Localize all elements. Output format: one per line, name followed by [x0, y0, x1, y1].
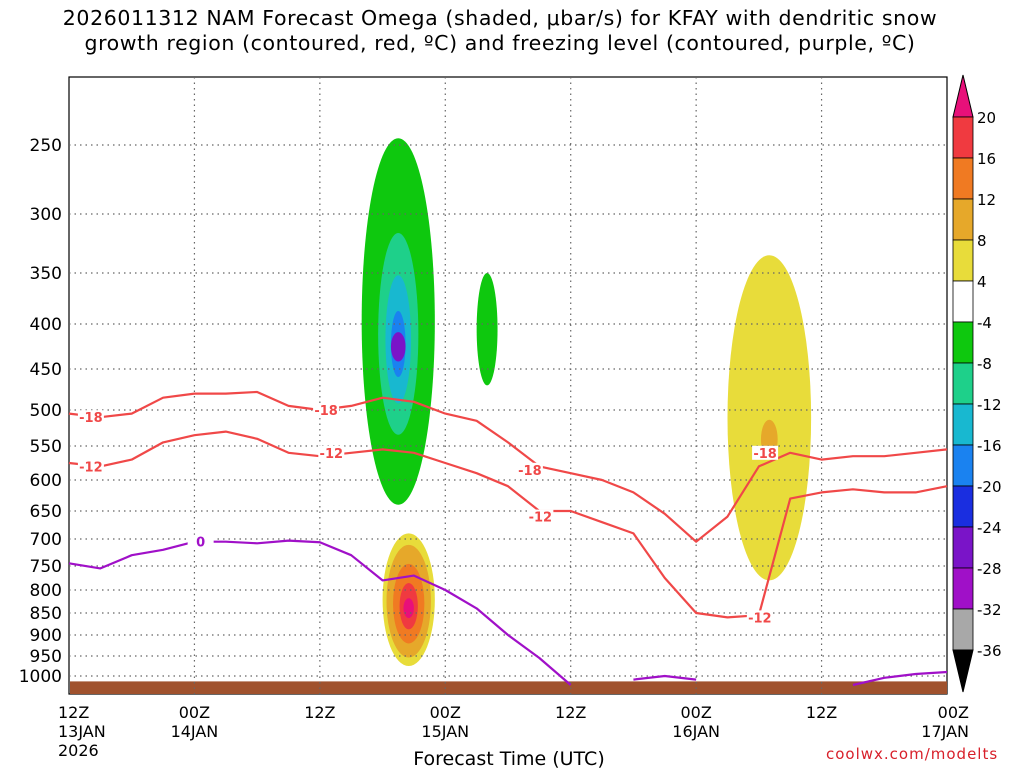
- colorbar-label-12: -32: [977, 601, 1002, 619]
- colorbar-label-13: -36: [977, 642, 1002, 660]
- contour-label-6: -12: [529, 511, 553, 526]
- colorbar-top-arrow: [952, 74, 974, 118]
- colorbar-bottom-arrow: [952, 649, 974, 693]
- contour-label-bg-2: [516, 462, 543, 477]
- colorbar-box-1: [952, 116, 974, 159]
- colorbar-label-7: -12: [977, 396, 1002, 414]
- credit-link[interactable]: coolwx.com/modelts: [826, 745, 999, 763]
- chart-title: 2026011312 NAM Forecast Omega (shaded, μ…: [0, 6, 1000, 56]
- x-tick-sublabel-84: 17JAN: [921, 722, 969, 741]
- title-line-1: 2026011312 NAM Forecast Omega (shaded, μ…: [62, 6, 938, 30]
- x-tick-label-48: 12Z: [555, 703, 586, 722]
- omega-region-upper-ascent-2-0: [476, 273, 498, 386]
- omega-region-low-level-descent-4: [403, 598, 414, 619]
- contour-label-3: -18: [753, 447, 777, 462]
- y-tick-label-550: 550: [30, 437, 62, 457]
- x-tick-label-24: 12Z: [304, 703, 335, 722]
- y-tick-label-1000: 1000: [19, 667, 62, 687]
- y-tick-label-600: 600: [30, 471, 62, 491]
- contour-label-7: -12: [748, 611, 772, 626]
- y-tick-label-650: 650: [30, 502, 62, 522]
- colorbar-box-12: [952, 567, 974, 610]
- terrain-surface: [70, 681, 947, 694]
- x-tick-sublabel-36: 15JAN: [421, 722, 469, 741]
- x-tick-sublabel-60: 16JAN: [672, 722, 720, 741]
- contour-label-bg-7: [746, 610, 773, 625]
- colorbar-box-8: [952, 403, 974, 446]
- contour-freezing-level-1: [633, 674, 697, 681]
- y-tick-label-700: 700: [30, 530, 62, 550]
- y-tick-label-800: 800: [30, 581, 62, 601]
- contour-label-bg-6: [527, 509, 554, 524]
- colorbar-box-13: [952, 608, 974, 651]
- x-axis-title: Forecast Time (UTC): [413, 748, 604, 768]
- x-tick-label-36: 00Z: [430, 703, 461, 722]
- contour-label-bg-3: [752, 445, 779, 460]
- colorbar-label-2: 12: [977, 191, 996, 209]
- colorbar-box-3: [952, 198, 974, 241]
- colorbar-box-5: [952, 280, 974, 323]
- contour-label-4: -12: [79, 460, 103, 475]
- contour-label-bg-0: [77, 410, 104, 425]
- x-tick-label-72: 12Z: [806, 703, 837, 722]
- contour-label-0: -18: [79, 411, 103, 426]
- contour-label-bg-8: [187, 534, 214, 549]
- colorbar-box-10: [952, 485, 974, 528]
- contour-label-bg-1: [313, 403, 340, 417]
- y-tick-label-750: 750: [30, 557, 62, 577]
- contour-label-5: -12: [320, 447, 344, 462]
- colorbar-label-3: 8: [977, 232, 987, 250]
- colorbar-label-9: -20: [977, 478, 1002, 496]
- contour-temp-12-0: [68, 430, 948, 619]
- contour-freezing-level-0: [68, 539, 572, 686]
- contour-label-bg-4: [77, 459, 104, 474]
- plot-area: [68, 76, 948, 695]
- colorbar-label-0: 20: [977, 109, 996, 127]
- title-line-2: growth region (contoured, red, ºC) and f…: [84, 31, 916, 55]
- x-tick-label-60: 00Z: [680, 703, 711, 722]
- colorbar-label-5: -4: [977, 314, 992, 332]
- colorbar-label-4: 4: [977, 273, 987, 291]
- colorbar-label-11: -28: [977, 560, 1002, 578]
- contour-label-2: -18: [518, 464, 542, 479]
- omega-region-descent-16jan-0: [727, 255, 812, 581]
- contour-temp-18-0: [68, 390, 948, 543]
- colorbar-box-7: [952, 362, 974, 405]
- colorbar-box-9: [952, 444, 974, 487]
- y-tick-label-900: 900: [30, 626, 62, 646]
- x-tick-label-12: 00Z: [179, 703, 210, 722]
- contour-label-8: 0: [196, 536, 205, 551]
- y-tick-label-500: 500: [30, 401, 62, 421]
- x-tick-label-0: 12Z: [58, 703, 89, 722]
- y-tick-label-950: 950: [30, 647, 62, 667]
- colorbar-label-6: -8: [977, 355, 992, 373]
- contour-label-1: -18: [314, 404, 338, 419]
- x-tick-sublabel-0: 13JAN: [58, 722, 106, 741]
- x-tick-sublabel-12: 14JAN: [171, 722, 219, 741]
- y-tick-label-250: 250: [30, 136, 62, 156]
- colorbar-box-6: [952, 321, 974, 364]
- x-tick-year-0: 2026: [58, 741, 99, 760]
- omega-region-upper-ascent-4: [390, 332, 406, 362]
- y-tick-label-350: 350: [30, 264, 62, 284]
- contour-label-bg-5: [318, 445, 345, 460]
- y-tick-label-850: 850: [30, 604, 62, 624]
- y-tick-label-400: 400: [30, 315, 62, 335]
- colorbar-label-8: -16: [977, 437, 1002, 455]
- contour-freezing-level-2: [852, 670, 948, 687]
- y-tick-label-450: 450: [30, 360, 62, 380]
- x-tick-label-84: 00Z: [938, 703, 969, 722]
- colorbar-label-1: 16: [977, 150, 996, 168]
- y-tick-label-300: 300: [30, 205, 62, 225]
- colorbar-box-2: [952, 157, 974, 200]
- colorbar-label-10: -24: [977, 519, 1002, 537]
- colorbar-box-4: [952, 239, 974, 282]
- colorbar-box-11: [952, 526, 974, 569]
